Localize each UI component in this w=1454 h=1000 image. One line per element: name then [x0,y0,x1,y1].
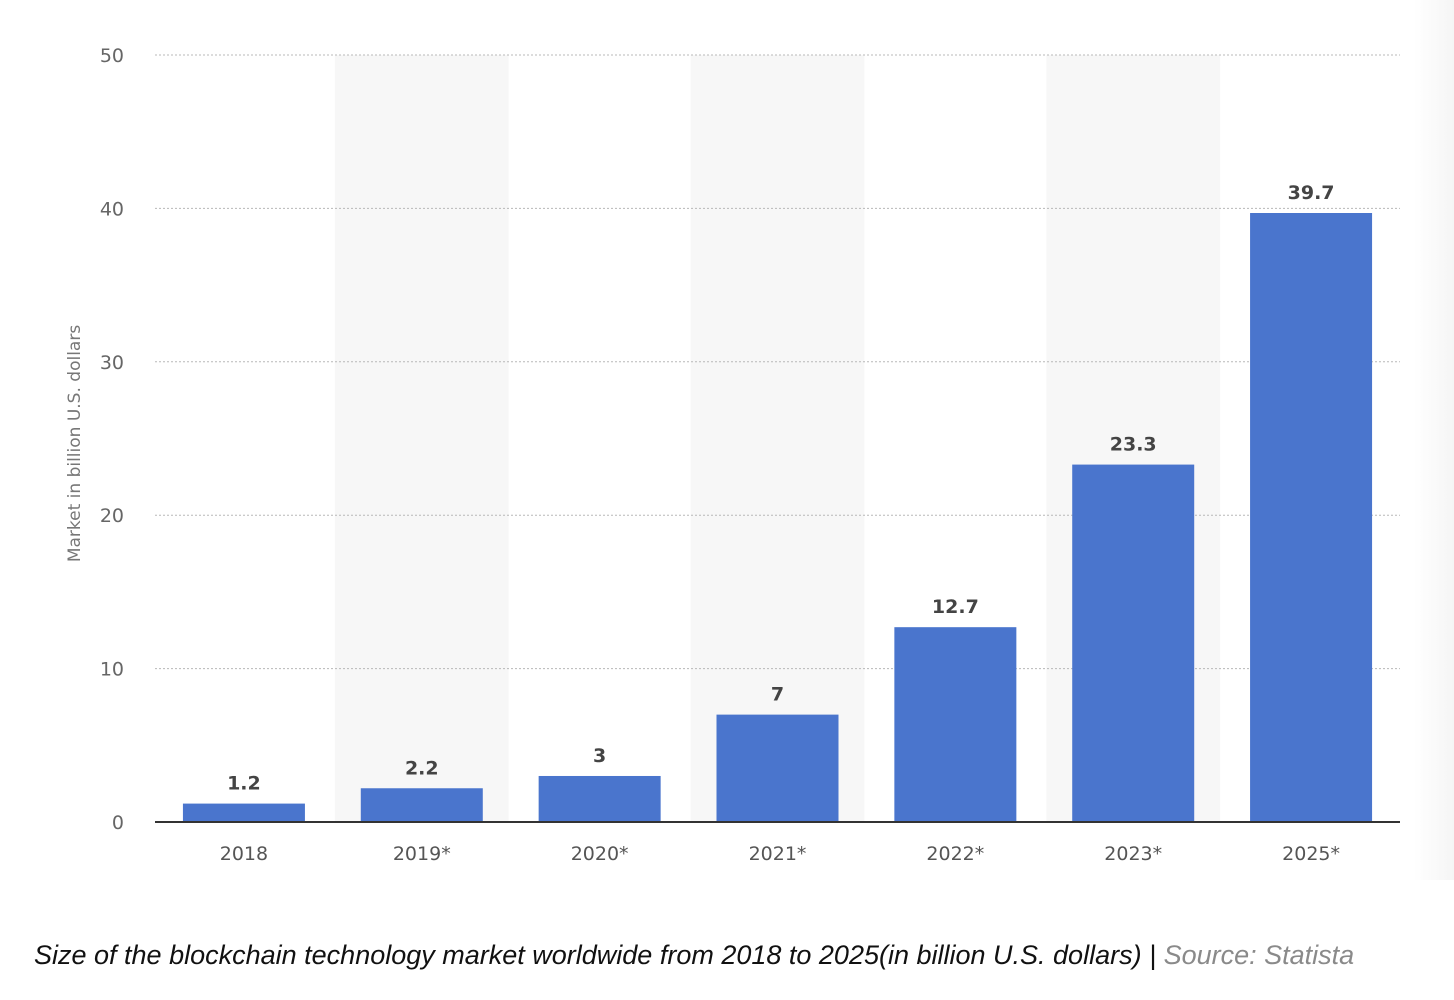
y-tick-label: 20 [100,505,124,527]
data-label: 7 [771,684,784,706]
bar[interactable] [894,627,1017,822]
right-edge-shade [1414,0,1454,880]
y-axis-title: Market in billion U.S. dollars [65,325,85,562]
x-tick-label: 2022* [926,843,984,865]
chart-caption: Size of the blockchain technology market… [34,940,1354,971]
x-tick-label: 2023* [1104,843,1162,865]
data-label: 2.2 [405,757,439,779]
column-band [690,55,865,822]
bar[interactable] [1072,464,1195,822]
y-tick-label: 50 [100,45,124,67]
caption-text: Size of the blockchain technology market… [34,940,1164,970]
bar[interactable] [1250,213,1373,822]
y-axis-ticks: 0 10 20 30 40 50 [100,45,124,834]
data-label: 23.3 [1110,434,1157,456]
x-tick-label: 2025* [1282,843,1340,865]
y-tick-label: 10 [100,659,124,681]
y-tick-label: 30 [100,352,124,374]
bar[interactable] [716,714,839,822]
data-label: 39.7 [1288,182,1335,204]
y-tick-label: 0 [112,812,124,834]
bar[interactable] [182,803,305,822]
column-band [334,55,509,822]
caption-source: Source: Statista [1163,940,1355,970]
y-tick-label: 40 [100,198,124,220]
x-axis-labels: 2018 2019* 2020* 2021* 2022* 2023* 2025* [220,843,1340,865]
bar[interactable] [360,788,483,822]
x-tick-label: 2021* [749,843,807,865]
data-label: 1.2 [227,773,261,795]
bars [182,213,1373,822]
data-label: 3 [593,745,606,767]
x-tick-label: 2019* [393,843,451,865]
data-label: 12.7 [932,596,979,618]
data-labels: 1.2 2.2 3 7 12.7 23.3 39.7 [227,182,1334,795]
x-tick-label: 2020* [571,843,629,865]
x-tick-label: 2018 [220,843,268,865]
bar[interactable] [538,775,661,822]
